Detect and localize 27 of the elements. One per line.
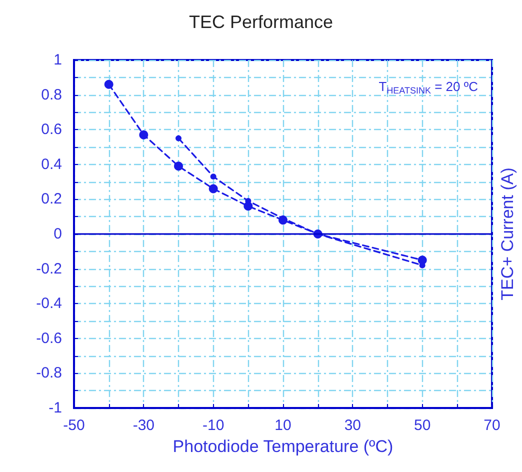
y-tick-label: 0.2 (41, 190, 62, 208)
y-tick-label: 0 (54, 226, 62, 242)
x-tick-label: 50 (414, 417, 431, 434)
point (208, 184, 218, 194)
y-tick-label: -0.2 (36, 260, 62, 278)
chart-title: TEC Performance (188, 12, 334, 32)
x-axis-title: Photodiode Temperature (ºC) (172, 437, 394, 456)
y-axis-title: TEC+ Current (A) (498, 168, 517, 300)
x-tick-label: -50 (63, 417, 85, 434)
y-tick-label: 0.8 (41, 86, 62, 104)
point (176, 135, 182, 142)
y-tick-label: -0.6 (36, 330, 62, 347)
point (174, 162, 183, 171)
point (210, 174, 216, 180)
x-tick-label: -30 (132, 417, 155, 434)
x-tick-label: 10 (274, 417, 292, 434)
y-tick-label: -1 (48, 400, 62, 416)
y-tick-label: -0.4 (36, 295, 62, 312)
y-tick-label: 0.6 (41, 121, 62, 138)
y-tick-label: 0.4 (41, 156, 62, 173)
x-tick-label: 30 (344, 417, 362, 434)
point (104, 80, 114, 89)
point (139, 130, 148, 140)
x-tick-label: 70 (484, 417, 500, 434)
x-tick-label: -10 (202, 417, 224, 434)
y-tick-label: 1 (54, 52, 62, 68)
y-tick-label: -0.8 (36, 364, 62, 382)
